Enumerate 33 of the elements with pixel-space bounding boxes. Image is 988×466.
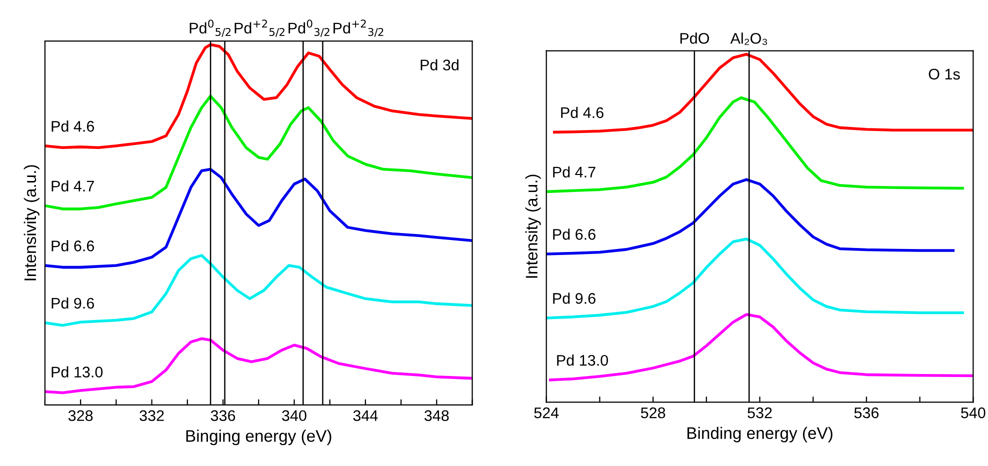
x-tick-label: 348 <box>424 410 449 422</box>
x-tick-label: 336 <box>210 410 236 422</box>
y-axis-title: Intensivity (a.u.) <box>24 165 40 280</box>
annotation: O 1s <box>928 68 960 80</box>
x-tick-label: 332 <box>140 410 164 422</box>
annotation: Pd 3d <box>420 59 458 70</box>
series-label: Pd 4.6 <box>52 120 94 132</box>
x-tick-label: 536 <box>854 407 879 418</box>
x-axis-title: Binding energy (eV) <box>687 426 832 442</box>
x-tick-label: 328 <box>68 410 93 422</box>
ref-line-label: Pd$^{+2}$$_{3/2}$ <box>334 20 384 37</box>
series-label: Pd 13.0 <box>52 366 103 378</box>
x-tick-label: 532 <box>748 407 772 418</box>
ref-line-label: Pd$^{+2}$$_{5/2}$ <box>234 20 284 37</box>
series-label: Pd 9.6 <box>52 297 94 309</box>
x-tick-label: 540 <box>961 407 986 418</box>
ref-line-label: PdO <box>680 32 710 44</box>
series-label: Pd 4.7 <box>52 180 94 192</box>
series-label: Pd 4.7 <box>553 166 596 178</box>
x-tick-label: 524 <box>534 407 559 418</box>
y-axis-title: Intensity (a.u.) <box>525 174 541 278</box>
x-axis-title: Binging energy (eV) <box>186 430 332 446</box>
series-label: Pd 4.6 <box>561 106 604 118</box>
series-label: Pd 13.0 <box>557 354 608 366</box>
ref-line-label: Al₂O₃ <box>730 32 768 46</box>
x-tick-label: 340 <box>282 410 306 422</box>
ref-line-label: Pd$^{0}$$_{5/2}$ <box>190 20 231 37</box>
x-tick-label: 344 <box>353 410 378 422</box>
series-label: Pd 6.6 <box>52 240 94 252</box>
x-tick-label: 528 <box>640 407 666 418</box>
ref-line-label: Pd$^{0}$$_{3/2}$ <box>288 20 330 37</box>
series-label: Pd 9.6 <box>553 292 596 304</box>
series-label: Pd 6.6 <box>553 228 596 240</box>
